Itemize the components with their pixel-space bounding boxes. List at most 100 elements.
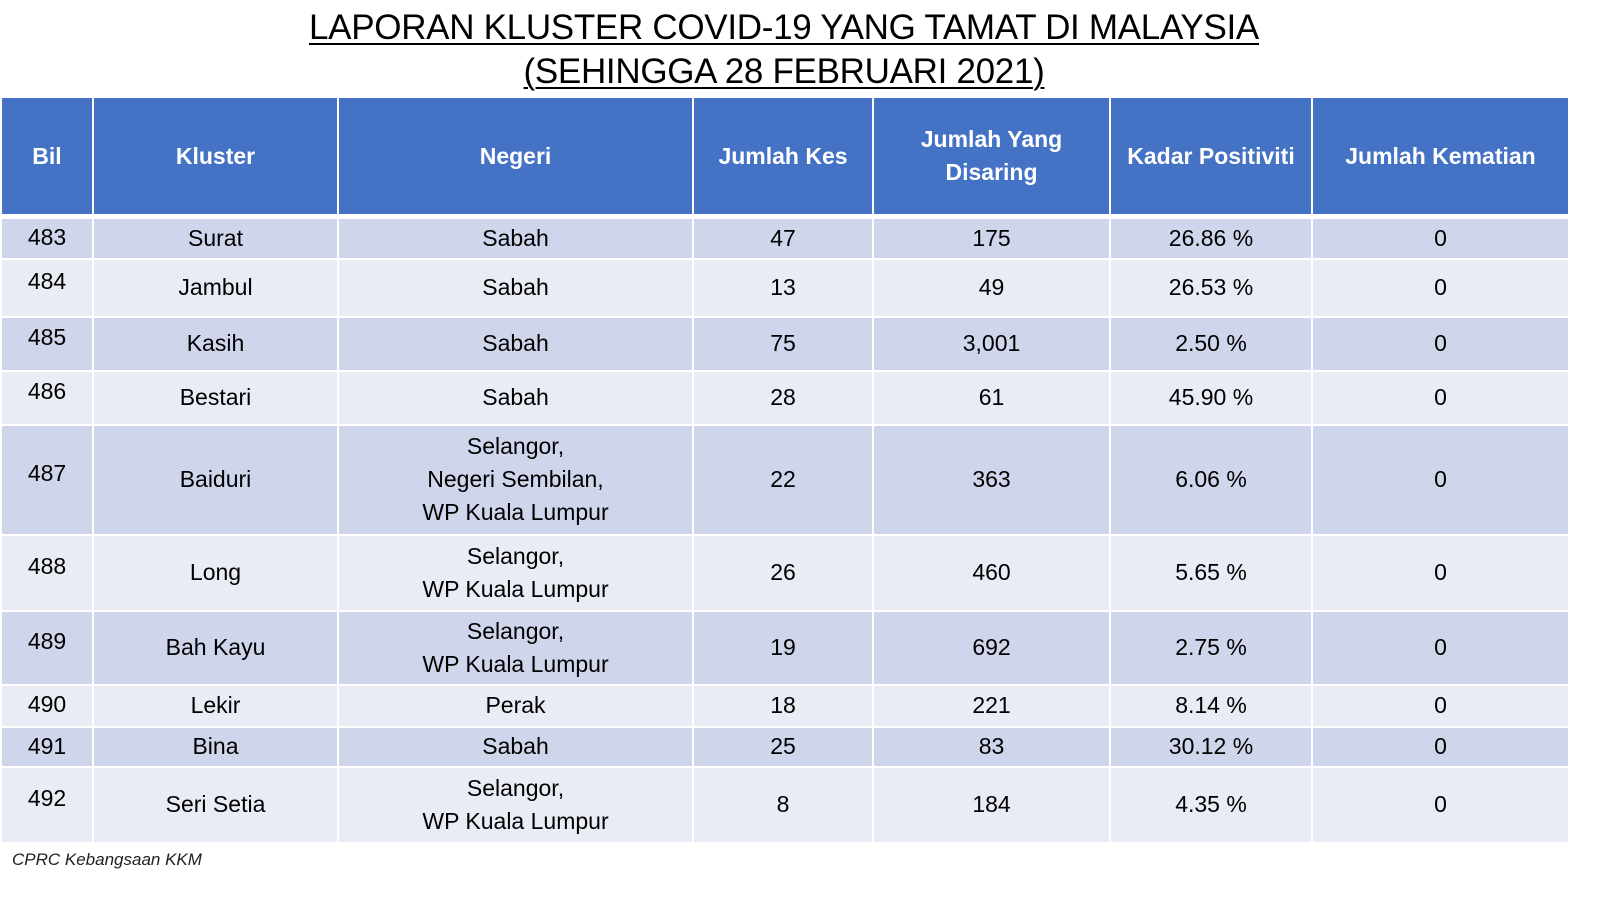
cell-jumlah-disaring-text: 83 xyxy=(978,733,1005,759)
cell-kadar-positiviti-text: 4.35 % xyxy=(1175,791,1247,817)
negeri-line: Selangor, xyxy=(466,617,565,644)
cell-jumlah-kematian: 0 xyxy=(1311,315,1570,372)
cell-jumlah-disaring-text: 49 xyxy=(978,274,1005,300)
cell-negeri: Selangor, WP Kuala Lumpur xyxy=(337,533,694,612)
negeri-line: Selangor, xyxy=(466,433,565,459)
table-row: 486 Bestari Sabah 28 61 45.90 % 0 xyxy=(0,369,1570,426)
table-row: 490 Lekir Perak 18 221 8.14 % 0 xyxy=(0,683,1570,728)
cell-kluster-text: Bestari xyxy=(179,384,252,410)
cell-negeri: Sabah xyxy=(337,315,694,372)
cell-kluster-text: Bah Kayu xyxy=(165,634,266,660)
cell-jumlah-kes: 19 xyxy=(692,609,874,686)
cell-kluster: Surat xyxy=(92,215,339,260)
cell-kadar-positiviti-text: 8.14 % xyxy=(1175,692,1247,718)
negeri-line: WP Kuala Lumpur xyxy=(422,499,609,525)
cell-jumlah-kematian: 0 xyxy=(1311,257,1570,318)
cell-jumlah-disaring: 221 xyxy=(872,683,1111,728)
cell-kadar-positiviti: 4.35 % xyxy=(1109,765,1313,844)
cell-jumlah-disaring: 49 xyxy=(872,257,1111,318)
cell-jumlah-disaring-text: 61 xyxy=(978,384,1005,410)
cell-bil-text: 484 xyxy=(27,267,67,294)
cell-negeri: Sabah xyxy=(337,215,694,260)
cell-jumlah-kes: 13 xyxy=(692,257,874,318)
cell-kadar-positiviti: 30.12 % xyxy=(1109,725,1313,768)
cell-kadar-positiviti: 45.90 % xyxy=(1109,369,1313,426)
cell-bil: 488 xyxy=(0,533,94,612)
cell-kluster: Seri Setia xyxy=(92,765,339,844)
cell-jumlah-kes: 75 xyxy=(692,315,874,372)
cell-jumlah-kematian: 0 xyxy=(1311,369,1570,426)
cell-jumlah-kes: 26 xyxy=(692,533,874,612)
table-row: 483 Surat Sabah 47 175 26.86 % 0 xyxy=(0,215,1570,260)
cell-jumlah-kematian: 0 xyxy=(1311,533,1570,612)
cell-jumlah-disaring: 184 xyxy=(872,765,1111,844)
cell-jumlah-disaring: 175 xyxy=(872,215,1111,260)
cell-jumlah-kes: 47 xyxy=(692,215,874,260)
table-row: 484 Jambul Sabah 13 49 26.53 % 0 xyxy=(0,257,1570,318)
cell-kluster: Jambul xyxy=(92,257,339,318)
cell-jumlah-kematian: 0 xyxy=(1311,215,1570,260)
table-row: 485 Kasih Sabah 75 3,001 2.50 % 0 xyxy=(0,315,1570,372)
cell-bil: 491 xyxy=(0,725,94,768)
table-row: 487 Baiduri Selangor, Negeri Sembilan, WP Ku… xyxy=(0,423,1570,536)
cell-bil: 485 xyxy=(0,315,94,372)
cell-jumlah-disaring-text: 184 xyxy=(972,791,1011,817)
cell-jumlah-kematian-text: 0 xyxy=(1434,466,1447,492)
cell-kadar-positiviti-text: 2.75 % xyxy=(1175,634,1247,660)
negeri-line: Sabah xyxy=(482,224,549,251)
cell-jumlah-disaring: 3,001 xyxy=(872,315,1111,372)
cell-jumlah-kes-text: 13 xyxy=(770,274,796,300)
cell-jumlah-disaring-text: 175 xyxy=(972,224,1011,251)
cell-jumlah-kes-text: 28 xyxy=(770,384,796,410)
cell-negeri: Selangor, Negeri Sembilan, WP Kuala Lumpur xyxy=(337,423,694,536)
cell-jumlah-kematian-text: 0 xyxy=(1434,791,1447,817)
cell-kadar-positiviti: 26.53 % xyxy=(1109,257,1313,318)
negeri-line: WP Kuala Lumpur xyxy=(422,575,609,602)
header-kadar-positiviti: Kadar Positiviti xyxy=(1109,96,1313,219)
negeri-line: Selangor, xyxy=(466,774,565,801)
table-row: 489 Bah Kayu Selangor, WP Kuala Lumpur 19 692… xyxy=(0,609,1570,686)
table-row: 492 Seri Setia Selangor, WP Kuala Lumpur 8 18… xyxy=(0,765,1570,844)
cell-bil-text: 487 xyxy=(27,459,67,486)
cell-bil-text: 483 xyxy=(27,224,67,250)
report-title-line-1: LAPORAN KLUSTER COVID-19 YANG TAMAT DI M… xyxy=(309,8,1259,47)
header-row: Bil Kluster Negeri Jumlah Kes Jumlah Yan… xyxy=(0,96,1570,219)
cell-jumlah-disaring: 460 xyxy=(872,533,1111,612)
cell-bil-text: 485 xyxy=(27,323,67,350)
cell-kadar-positiviti-text: 26.86 % xyxy=(1168,224,1254,251)
cell-kluster-text: Seri Setia xyxy=(165,791,266,817)
cell-jumlah-disaring: 83 xyxy=(872,725,1111,768)
cell-jumlah-kes: 28 xyxy=(692,369,874,426)
negeri-line: Sabah xyxy=(482,330,549,356)
negeri-line: Sabah xyxy=(482,274,549,300)
cell-jumlah-disaring: 363 xyxy=(872,423,1111,536)
cell-jumlah-kematian-text: 0 xyxy=(1434,733,1447,759)
cell-kluster: Bah Kayu xyxy=(92,609,339,686)
cell-kluster-text: Kasih xyxy=(186,330,245,356)
cell-kadar-positiviti-text: 45.90 % xyxy=(1168,384,1254,410)
negeri-line: Selangor, xyxy=(466,542,565,569)
cell-negeri: Perak xyxy=(337,683,694,728)
cell-bil: 484 xyxy=(0,257,94,318)
cell-jumlah-kematian: 0 xyxy=(1311,725,1570,768)
cell-kadar-positiviti-text: 6.06 % xyxy=(1175,466,1247,492)
cell-kluster-text: Surat xyxy=(188,224,243,251)
table-row: 491 Bina Sabah 25 83 30.12 % 0 xyxy=(0,725,1570,768)
cell-jumlah-kes: 25 xyxy=(692,725,874,768)
cell-bil: 483 xyxy=(0,215,94,260)
cell-negeri: Selangor, WP Kuala Lumpur xyxy=(337,609,694,686)
cell-jumlah-kes: 8 xyxy=(692,765,874,844)
header-jumlah-kes: Jumlah Kes xyxy=(692,96,874,219)
cell-jumlah-kematian: 0 xyxy=(1311,609,1570,686)
cell-jumlah-kematian: 0 xyxy=(1311,683,1570,728)
cell-kluster: Baiduri xyxy=(92,423,339,536)
cell-kluster-text: Long xyxy=(189,559,242,585)
cell-jumlah-kematian-text: 0 xyxy=(1434,224,1447,251)
table-body: 483 Surat Sabah 47 175 26.86 % 0 484 Jambul Sabah… xyxy=(0,215,1570,844)
cell-kluster-text: Lekir xyxy=(190,692,241,718)
cell-kluster-text: Jambul xyxy=(178,274,253,300)
report-title-line-2: (SEHINGGA 28 FEBRUARI 2021) xyxy=(523,52,1045,91)
cell-bil-text: 488 xyxy=(27,552,67,579)
cell-jumlah-kematian: 0 xyxy=(1311,423,1570,536)
cell-kluster: Bina xyxy=(92,725,339,768)
